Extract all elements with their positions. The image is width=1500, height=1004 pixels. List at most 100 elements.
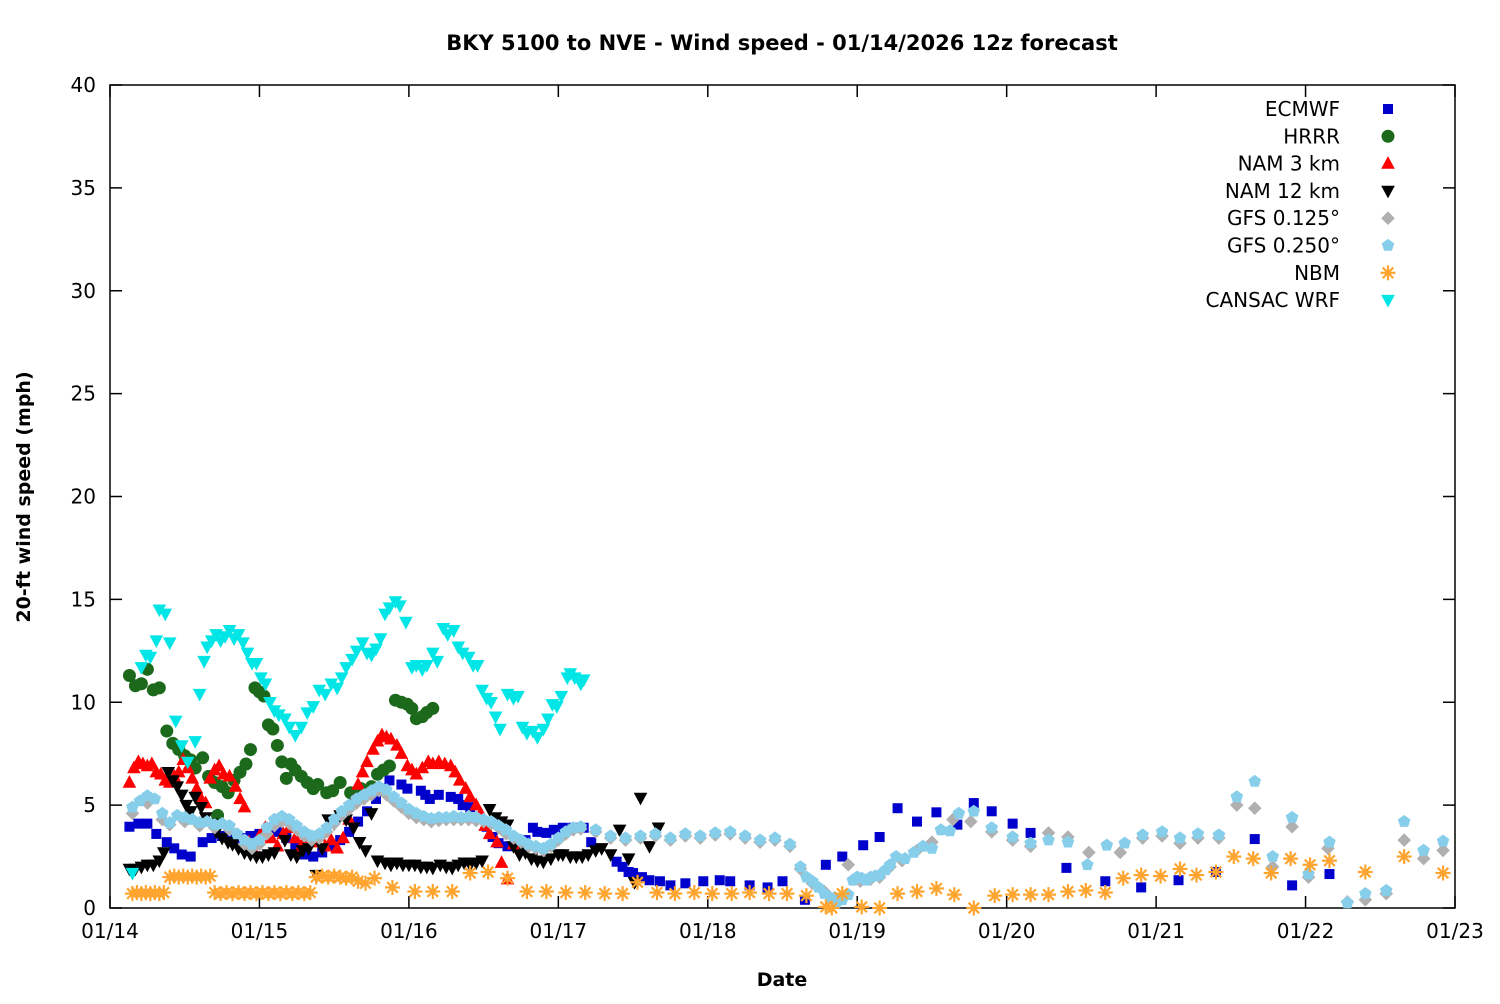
x-tick-label: 01/17 [530, 919, 588, 943]
cansac-wrf-point [475, 684, 489, 698]
gfs-0-250-point [1248, 774, 1261, 787]
ecmwf-point [457, 800, 468, 811]
ecmwf-point [445, 791, 456, 802]
nbm-point [367, 870, 383, 886]
gfs-0-250-point [260, 821, 274, 834]
nbm-point [946, 887, 962, 903]
nbm-point [1321, 853, 1337, 869]
gfs-0-125-point [1436, 843, 1450, 858]
ecmwf-point [272, 826, 283, 837]
gfs-0-250-point [1081, 858, 1094, 871]
ecmwf-point [161, 837, 172, 848]
nbm-point [1115, 870, 1131, 886]
x-tick-label: 01/21 [1127, 919, 1185, 943]
nam-3-km-point [355, 764, 370, 778]
ecmwf-point [1007, 818, 1018, 829]
x-tick-label: 01/15 [231, 919, 289, 943]
nam-12-km-point [352, 836, 367, 850]
cansac-wrf-point [484, 697, 498, 710]
hrrr-point [326, 784, 340, 798]
nam-3-km-point [288, 830, 303, 844]
cansac-wrf-point [192, 688, 207, 702]
ecmwf-point [1061, 862, 1072, 873]
gfs-0-250-point [1042, 833, 1055, 846]
ecmwf-point [185, 851, 196, 862]
gfs-0-250-point [634, 829, 647, 842]
gfs-0-250-point [943, 824, 957, 837]
gfs-0-250-point [753, 833, 767, 846]
nam-3-km-point [448, 764, 463, 778]
ecmwf-point [644, 875, 655, 886]
gfs-0-125-point [1247, 801, 1262, 816]
nam-12-km-point [152, 855, 167, 869]
nam-3-km-point [366, 742, 380, 755]
gfs-0-250-point [967, 804, 981, 817]
nam-12-km-point [188, 791, 202, 805]
cansac-wrf-point [231, 629, 246, 642]
cansac-wrf-point [334, 672, 349, 686]
nbm-point [1078, 883, 1094, 899]
cansac-wrf-point [236, 637, 250, 651]
ecmwf-point [874, 832, 885, 843]
gfs-0-250-point [320, 821, 333, 834]
nam-12-km-point [225, 839, 240, 852]
gfs-0-250-point [1380, 883, 1393, 896]
ecmwf-point [502, 841, 513, 852]
gfs-0-250-point [148, 792, 162, 805]
nam-3-km-point [336, 830, 350, 844]
gfs-0-250-point [1006, 830, 1019, 843]
cansac-wrf-point [306, 701, 321, 714]
cansac-wrf-point [300, 707, 315, 721]
nbm-point [202, 868, 218, 884]
nbm-point [462, 865, 478, 881]
gfs-0-125-point [1041, 826, 1056, 840]
legend-label: GFS 0.250° [1227, 234, 1340, 258]
gfs-0-250-point [230, 827, 244, 840]
cansac-wrf-point [369, 643, 383, 657]
ecmwf-point [799, 894, 810, 905]
cansac-wrf-point [168, 715, 183, 729]
hrrr-point [122, 669, 136, 683]
nbm-point [558, 885, 574, 901]
nam-3-km-point [360, 754, 374, 768]
gfs-0-250-point [499, 823, 513, 836]
ecmwf-point [396, 779, 407, 790]
data-points [122, 596, 1451, 916]
gfs-0-250-point [395, 796, 408, 809]
cansac-wrf-point [420, 660, 434, 673]
cansac-wrf-point [550, 701, 564, 714]
x-tick-label: 01/22 [1277, 919, 1335, 943]
nam-12-km-point [267, 847, 282, 860]
cansac-wrf-point [174, 740, 189, 753]
ecmwf-point [680, 878, 691, 889]
nam-3-km-point [212, 758, 226, 772]
legend-item-ecmwf: ECMWF [1265, 97, 1393, 121]
nam-3-km-point [185, 770, 199, 784]
nam-12-km-point [194, 801, 208, 815]
gfs-0-250-point [649, 827, 662, 840]
x-tick-label: 01/18 [679, 919, 737, 943]
nam-3-km-point [390, 737, 404, 751]
gfs-0-250-point [223, 819, 236, 831]
nbm-point [519, 884, 535, 900]
cansac-wrf-point [355, 637, 370, 651]
nam-3-km-point [469, 797, 483, 811]
cansac-wrf-point [324, 678, 338, 692]
gfs-0-125-point [1285, 819, 1299, 834]
nbm-point [1023, 887, 1039, 903]
cansac-wrf-point [399, 616, 413, 630]
gfs-0-250-point [604, 829, 617, 842]
nbm-point [1041, 887, 1057, 903]
ecmwf-point [1100, 876, 1111, 887]
gfs-0-250-point [694, 829, 707, 842]
gfs-0-250-point [1359, 887, 1372, 899]
ecmwf-point [725, 876, 736, 887]
cansac-wrf-point [382, 602, 397, 616]
ecmwf-point [1249, 834, 1260, 845]
ecmwf-point [548, 824, 559, 835]
legend-item-gfs-0-250: GFS 0.250° [1227, 234, 1395, 258]
y-tick-label: 10 [71, 690, 96, 714]
ecmwf-point [912, 816, 922, 827]
nbm-point [1396, 849, 1412, 865]
